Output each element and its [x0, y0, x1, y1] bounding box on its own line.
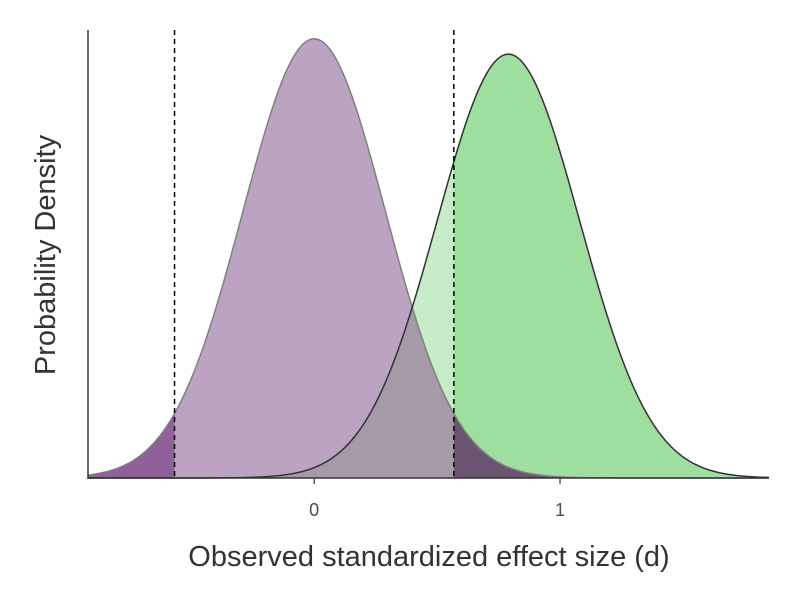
null-distribution-area: [174, 38, 454, 478]
upper-tail-overlap-area: [453, 413, 769, 478]
density-fill-layer: [88, 38, 769, 478]
null-left-tail-area: [88, 413, 175, 478]
x-axis-title: Observed standardized effect size (d): [188, 541, 669, 573]
x-tick-label: 1: [555, 500, 565, 520]
y-axis-title: Probability Density: [30, 134, 62, 375]
x-tick-label: 0: [309, 500, 319, 520]
distribution-overlap-area: [174, 308, 454, 478]
alternative-power-area: [453, 54, 769, 478]
critical-value-layer: [173, 30, 455, 478]
